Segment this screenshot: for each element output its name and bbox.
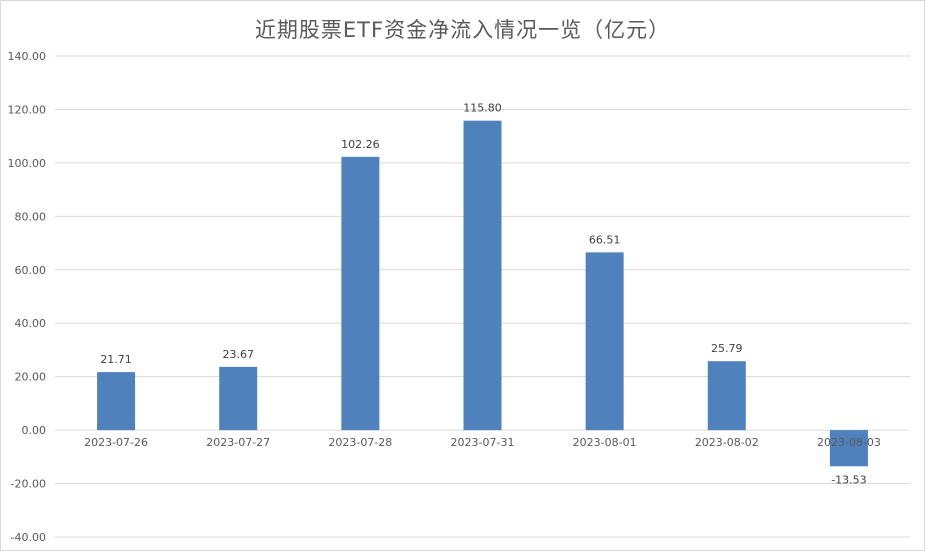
data-label: 21.71 xyxy=(100,353,132,366)
bar xyxy=(219,366,258,431)
category-label: 2023-07-31 xyxy=(451,436,515,449)
y-tick-label: 140.00 xyxy=(8,50,47,63)
bar xyxy=(829,430,868,467)
category-label: 2023-07-26 xyxy=(84,436,148,449)
y-tick-label: 60.00 xyxy=(15,264,47,277)
bar xyxy=(463,120,502,431)
y-tick-label: -40.00 xyxy=(11,531,46,544)
y-tick-label: -20.00 xyxy=(11,478,46,491)
chart-title: 近期股票ETF资金净流入情况一览（亿元） xyxy=(254,18,671,42)
y-tick-label: 80.00 xyxy=(15,210,47,223)
category-label: 2023-08-03 xyxy=(817,436,881,449)
y-tick-label: 40.00 xyxy=(15,317,47,330)
y-tick-label: 120.00 xyxy=(8,103,47,116)
bar xyxy=(341,156,380,431)
y-tick-label: 100.00 xyxy=(8,157,47,170)
data-label: 23.67 xyxy=(222,348,254,361)
y-tick-label: 0.00 xyxy=(22,424,47,437)
bar xyxy=(97,372,136,431)
data-label: 66.51 xyxy=(589,233,621,246)
category-label: 2023-07-27 xyxy=(206,436,270,449)
category-label: 2023-08-02 xyxy=(695,436,759,449)
data-label: 115.80 xyxy=(463,102,502,115)
data-label: 102.26 xyxy=(341,138,380,151)
category-label: 2023-07-28 xyxy=(328,436,392,449)
data-label: 25.79 xyxy=(711,342,743,355)
bar xyxy=(585,252,624,431)
y-tick-label: 20.00 xyxy=(15,371,47,384)
data-label: -13.53 xyxy=(831,473,866,486)
category-label: 2023-08-01 xyxy=(573,436,637,449)
bar xyxy=(707,361,746,431)
